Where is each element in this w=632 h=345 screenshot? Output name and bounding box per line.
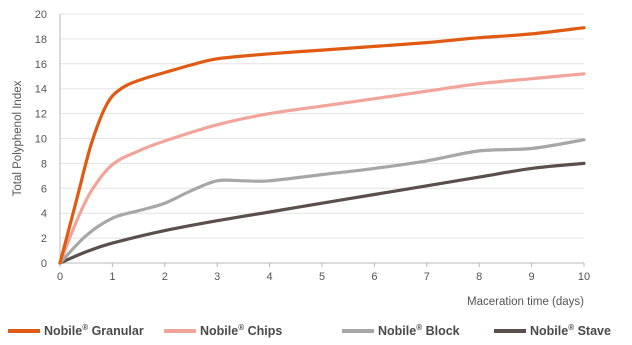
x-tick-label: 4 [267, 271, 273, 283]
grid-lines [60, 13, 584, 239]
series-line [58, 72, 586, 265]
x-tick-label: 6 [371, 271, 377, 283]
x-tick-label: 7 [424, 271, 430, 283]
legend: Nobile® Granular Nobile® Chips Nobile® Blo… [8, 323, 611, 338]
x-tick-label: 1 [109, 271, 115, 283]
y-tick-label: 2 [41, 233, 47, 245]
y-tick-label: 20 [35, 9, 47, 21]
series-lines [58, 26, 586, 265]
x-tick-labels: 0 1 2 3 4 5 6 7 8 9 10 [57, 271, 590, 283]
y-tick-label: 10 [35, 134, 47, 146]
x-axis-title: Maceration time (days) [467, 296, 584, 308]
series-line [58, 26, 586, 265]
x-tick-label: 0 [57, 271, 63, 283]
y-tick-label: 4 [41, 208, 47, 220]
legend-item-label: Nobile® Stave [530, 323, 611, 338]
y-axis-title: Total Polyphenol Index [12, 80, 24, 196]
axes [59, 14, 585, 267]
y-tick-label: 12 [35, 109, 47, 121]
y-tick-label: 0 [41, 258, 47, 270]
y-tick-label: 16 [35, 59, 47, 71]
x-tick-label: 10 [578, 271, 590, 283]
legend-item-label: Nobile® Chips [200, 323, 282, 338]
x-tick-label: 8 [476, 271, 482, 283]
x-tick-label: 2 [162, 271, 168, 283]
legend-item-label: Nobile® Block [378, 323, 460, 338]
y-tick-label: 6 [41, 183, 47, 195]
series-line [58, 138, 586, 265]
y-tick-label: 8 [41, 158, 47, 170]
x-tick-label: 5 [319, 271, 325, 283]
x-tick-label: 3 [214, 271, 220, 283]
legend-item-label: Nobile® Granular [44, 323, 144, 338]
x-tick-label: 9 [529, 271, 535, 283]
y-tick-label: 14 [35, 84, 47, 96]
y-tick-label: 18 [35, 34, 47, 46]
series-line [58, 161, 586, 265]
y-tick-labels: 0 2 4 6 8 10 12 14 16 18 20 [35, 9, 47, 270]
